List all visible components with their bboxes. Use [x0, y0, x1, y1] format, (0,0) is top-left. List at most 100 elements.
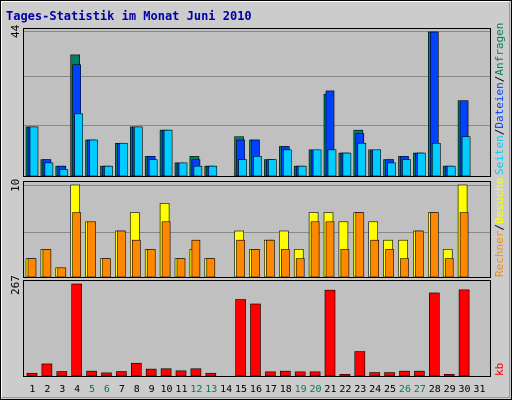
kb-legend: kb [493, 363, 506, 376]
bar-seiten-day-20 [312, 149, 322, 177]
bar-rechner-day-21 [325, 221, 335, 278]
bar-rechner-day-4 [72, 212, 81, 278]
day-label-2: 2 [44, 384, 50, 395]
legend-dateien: Dateien [493, 82, 506, 128]
day-label-15: 15 [235, 384, 247, 395]
day-label-25: 25 [384, 384, 396, 395]
bar-seiten-day-9 [148, 159, 158, 177]
day-label-30: 30 [459, 384, 471, 395]
bar-rechner-day-1 [27, 258, 37, 278]
day-label-13: 13 [205, 384, 217, 395]
legend-anfragen: Anfragen [493, 23, 506, 76]
bar-seiten-day-5 [89, 139, 98, 177]
bar-rechner-day-18 [280, 249, 290, 278]
bar-seiten-day-17 [268, 159, 277, 177]
bar-rechner-day-23 [355, 212, 365, 278]
hits-legend: Seiten/Dateien/Anfragen [493, 23, 506, 175]
day-label-21: 21 [324, 384, 336, 395]
bar-rechner-day-11 [176, 258, 186, 278]
day-label-5: 5 [89, 384, 95, 395]
bar-kb-day-24 [369, 372, 381, 377]
bar-kb-day-30 [458, 289, 470, 377]
legend-sep-1: / [493, 129, 506, 136]
bar-seiten-day-30 [461, 136, 471, 177]
visits-legend: Rechner/Besuche [493, 178, 506, 277]
bar-kb-day-6 [101, 372, 112, 377]
legend-sep-2: / [493, 76, 506, 83]
bar-kb-day-7 [116, 371, 127, 377]
bar-seiten-day-12 [193, 165, 203, 177]
bar-seiten-day-26 [402, 159, 411, 177]
day-label-29: 29 [444, 384, 456, 395]
bar-seiten-day-27 [417, 152, 426, 177]
day-label-19: 19 [295, 384, 307, 395]
day-label-27: 27 [414, 384, 426, 395]
bar-rechner-day-20 [310, 221, 320, 278]
day-label-24: 24 [369, 384, 381, 395]
gridlines [24, 31, 490, 233]
bar-kb-day-15 [235, 299, 246, 377]
bar-rechner-day-16 [251, 249, 260, 278]
bar-rechner-day-19 [295, 258, 305, 278]
bar-kb-day-9 [145, 368, 157, 377]
bar-seiten-day-25 [387, 162, 396, 177]
legend-sep-3: / [493, 224, 506, 231]
bar-rechner-day-27 [415, 230, 424, 278]
day-label-26: 26 [399, 384, 411, 395]
bar-kb-day-19 [294, 371, 306, 377]
bar-kb-day-10 [160, 368, 172, 377]
bar-kb-day-18 [279, 370, 291, 377]
bar-kb-day-3 [56, 371, 68, 377]
day-label-31: 31 [473, 384, 485, 395]
day-label-3: 3 [59, 384, 65, 395]
day-label-22: 22 [339, 384, 351, 395]
day-label-23: 23 [354, 384, 366, 395]
day-label-18: 18 [280, 384, 292, 395]
bar-kb-day-5 [86, 370, 97, 377]
day-label-20: 20 [310, 384, 322, 395]
bar-seiten-day-4 [74, 113, 83, 177]
day-label-11: 11 [175, 384, 187, 395]
day-label-10: 10 [161, 384, 173, 395]
chart-title: Tages-Statistik im Monat Juni 2010 [6, 9, 252, 23]
bar-kb-day-16 [250, 303, 261, 377]
day-label-8: 8 [134, 384, 140, 395]
bar-kb-day-23 [354, 351, 366, 377]
bar-rechner-day-9 [146, 249, 156, 278]
bar-seiten-day-19 [297, 165, 307, 177]
day-label-16: 16 [250, 384, 262, 395]
bar-seiten-day-10 [163, 129, 173, 177]
bar-rechner-day-29 [444, 258, 454, 278]
bar-seiten-day-23 [357, 142, 367, 177]
bars [25, 31, 471, 377]
bar-rechner-day-7 [117, 230, 126, 278]
kb-y-max-label: 267 [9, 275, 22, 295]
bar-kb-day-11 [175, 370, 187, 377]
bar-kb-day-27 [414, 370, 425, 377]
hits-y-max-label: 44 [9, 24, 22, 38]
bar-kb-day-26 [399, 370, 410, 377]
bar-kb-day-21 [324, 289, 336, 377]
bar-kb-day-28 [428, 292, 440, 377]
bar-kb-day-25 [384, 372, 395, 377]
bar-seiten-day-13 [208, 165, 218, 177]
bar-kb-day-8 [131, 362, 142, 377]
legend-besuche: Besuche [493, 178, 506, 224]
bar-seiten-day-1 [29, 126, 39, 177]
bar-rechner-day-30 [459, 212, 469, 278]
day-label-12: 12 [190, 384, 202, 395]
bar-seiten-day-11 [178, 162, 188, 177]
visits-y-max-label: 10 [9, 179, 22, 192]
bar-rechner-day-26 [400, 258, 409, 278]
day-label-28: 28 [429, 384, 441, 395]
bar-rechner-day-2 [42, 249, 52, 278]
day-labels: 1 2 3 4 5 6 7 8 9 10 11 12 13 14 15 16 17 18 19 20 21 22 23 24 2… [29, 384, 485, 395]
bar-kb-day-12 [190, 368, 202, 377]
bar-seiten-day-18 [282, 149, 292, 177]
bar-rechner-day-12 [191, 239, 201, 278]
bar-rechner-day-15 [236, 239, 245, 278]
bar-kb-day-13 [205, 372, 217, 377]
bar-kb-day-29 [443, 373, 455, 377]
bar-rechner-day-28 [429, 212, 439, 278]
